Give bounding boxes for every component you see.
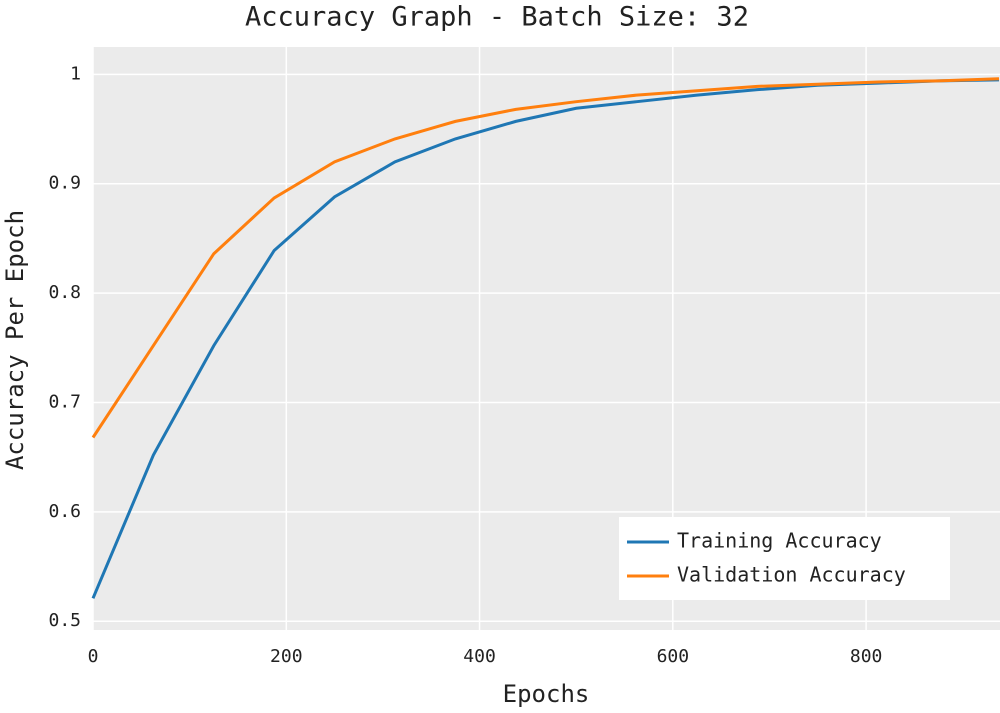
legend-label: Training Accuracy (677, 529, 882, 553)
x-tick-label: 200 (270, 646, 303, 667)
x-tick-label: 400 (463, 646, 496, 667)
x-tick-label: 600 (657, 646, 690, 667)
legend-label: Validation Accuracy (677, 563, 906, 587)
x-axis-label: Epochs (503, 680, 590, 708)
legend: Training Accuracy Validation Accuracy (619, 517, 950, 600)
chart-title: Accuracy Graph - Batch Size: 32 (245, 2, 749, 33)
y-tick-label: 0.9 (48, 173, 81, 194)
x-tick-label: 0 (88, 646, 99, 667)
y-tick-label: 0.7 (48, 391, 81, 412)
data-line (91, 77, 1000, 439)
y-tick-label: 0.8 (48, 282, 81, 303)
y-tick-label: 0.6 (48, 501, 81, 522)
x-tick-label: 800 (850, 646, 883, 667)
y-tick-label: 1 (70, 63, 81, 84)
legend-box (619, 517, 950, 600)
y-axis-label: Accuracy Per Epoch (1, 210, 29, 470)
lines (91, 77, 1000, 599)
y-tick-label: 0.5 (48, 610, 81, 631)
